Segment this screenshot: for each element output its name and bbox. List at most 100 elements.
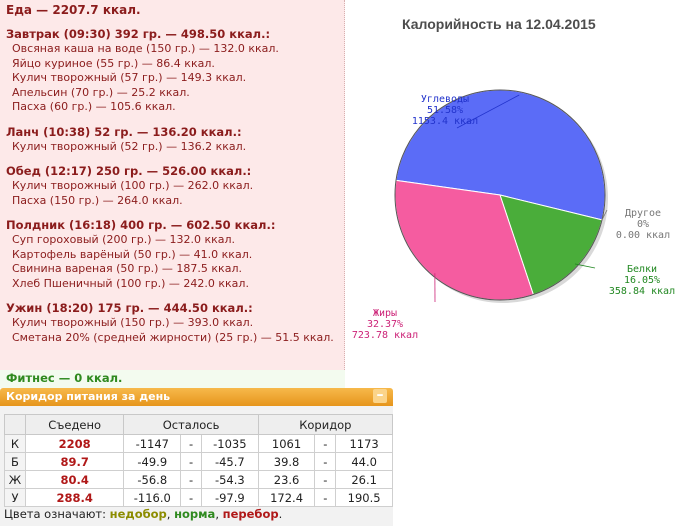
food-log-panel: Еда — 2207.7 ккал. Завтрак (09:30) 392 г… bbox=[0, 0, 345, 370]
food-total: Еда — 2207.7 ккал. bbox=[6, 3, 141, 17]
meal-title: Завтрак (09:30) 392 гр. — 498.50 ккал.: bbox=[6, 27, 271, 41]
left-min: -49.9 bbox=[123, 452, 182, 471]
meal-title: Ланч (10:38) 52 гр. — 136.20 ккал.: bbox=[6, 124, 242, 139]
corridor-min: 1061 bbox=[257, 434, 316, 453]
meal-list: Завтрак (09:30) 392 гр. — 498.50 ккал.: О… bbox=[6, 27, 338, 345]
fitness-total: Фитнес — 0 ккал. bbox=[0, 370, 345, 388]
meal-item: Кулич творожный (57 гр.) — 149.3 ккал. bbox=[12, 71, 247, 84]
legend-prefix: Цвета означают: bbox=[4, 507, 106, 521]
corridor-min: 39.8 bbox=[257, 452, 316, 471]
meal-block: Завтрак (09:30) 392 гр. — 498.50 ккал.: О… bbox=[6, 27, 338, 115]
collapse-button[interactable]: – bbox=[373, 388, 387, 403]
meal-item: Овсяная каша на воде (150 гр.) — 132.0 к… bbox=[12, 42, 279, 55]
slice-label-pct: 16.05% bbox=[624, 275, 660, 286]
eaten-value: 80.4 bbox=[24, 470, 125, 489]
label-leader-line bbox=[601, 209, 608, 221]
corridor-max: 1173 bbox=[335, 434, 393, 453]
eaten-value: 89.7 bbox=[24, 452, 125, 471]
meal-item: Свинина вареная (50 гр.) — 187.5 ккал. bbox=[12, 262, 242, 275]
left-min: -56.8 bbox=[123, 470, 182, 489]
slice-label-name: Белки bbox=[627, 264, 657, 275]
meal-item: Картофель варёный (50 гр.) — 41.0 ккал. bbox=[12, 247, 253, 261]
corridor-dash: - bbox=[314, 470, 337, 489]
corridor-dash: - bbox=[314, 488, 337, 507]
meal-item: Суп гороховый (200 гр.) — 132.0 ккал. bbox=[12, 233, 236, 246]
eaten-value: 288.4 bbox=[24, 488, 125, 507]
corridor-max: 190.5 bbox=[335, 488, 393, 507]
row-label: Б bbox=[4, 452, 26, 471]
meal-block: Ужин (18:20) 175 гр. — 444.50 ккал.: Кули… bbox=[6, 301, 338, 345]
corridor-row: У 288.4 -116.0- -97.9 172.4-190.5 bbox=[4, 488, 393, 507]
meal-block: Полдник (16:18) 400 гр. — 602.50 ккал.: С… bbox=[6, 218, 338, 291]
corridor-title: Коридор питания за день bbox=[6, 390, 171, 403]
left-max: -45.7 bbox=[200, 452, 259, 471]
meal-block: Обед (12:17) 250 гр. — 526.00 ккал.: Кули… bbox=[6, 164, 338, 208]
legend-end: . bbox=[278, 507, 283, 521]
label-leader-line bbox=[574, 263, 596, 269]
left-min: -116.0 bbox=[123, 488, 182, 507]
meal-item: Сметана 20% (средней жирности) (25 гр.) … bbox=[12, 330, 334, 344]
corridor-dash: - bbox=[314, 434, 337, 453]
corridor-panel: Съедено Осталось Коридор К 2208 -1147- -103… bbox=[0, 406, 394, 526]
slice-label-pct: 0% bbox=[637, 219, 649, 230]
meal-item: Кулич творожный (100 гр.) — 262.0 ккал. bbox=[12, 179, 254, 192]
slice-label-kcal: 358.84 ккал bbox=[609, 286, 675, 297]
corridor-header-row: Съедено Осталось Коридор bbox=[4, 414, 394, 435]
corridor-max: 44.0 bbox=[335, 452, 393, 471]
meal-title: Полдник (16:18) 400 гр. — 602.50 ккал.: bbox=[6, 218, 276, 232]
meal-item: Пасха (150 гр.) — 264.0 ккал. bbox=[12, 193, 183, 207]
corridor-panel-header[interactable]: Коридор питания за день – bbox=[0, 388, 393, 406]
corridor-row: Ж 80.4 -56.8- -54.3 23.6-26.1 bbox=[4, 470, 393, 489]
meal-title: Обед (12:17) 250 гр. — 526.00 ккал.: bbox=[6, 164, 252, 178]
left-max: -1035 bbox=[200, 434, 259, 453]
legend-sep-2: , bbox=[215, 507, 223, 521]
meal-item: Пасха (60 гр.) — 105.6 ккал. bbox=[12, 100, 176, 113]
left-max: -97.9 bbox=[200, 488, 259, 507]
corridor-min: 23.6 bbox=[257, 470, 316, 489]
corner-cell bbox=[4, 414, 26, 435]
corridor-max: 26.1 bbox=[335, 470, 393, 489]
corridor-header: Коридор bbox=[257, 414, 394, 435]
meal-item: Кулич творожный (150 гр.) — 393.0 ккал. bbox=[12, 316, 254, 329]
row-label: К bbox=[4, 434, 26, 453]
left-max: -54.3 bbox=[200, 470, 259, 489]
label-leader-line bbox=[456, 94, 520, 129]
row-label: У bbox=[4, 488, 26, 507]
left-dash: - bbox=[180, 488, 202, 507]
left-header: Осталось bbox=[123, 414, 259, 435]
eaten-header: Съедено bbox=[24, 414, 125, 435]
pie-outline bbox=[394, 89, 606, 301]
legend-sep-1: , bbox=[166, 507, 175, 521]
legend-under: недобор bbox=[109, 507, 167, 521]
slice-label-kcal: 1153.4 ккал bbox=[412, 116, 478, 127]
slice-label-kcal: 0.00 ккал bbox=[616, 230, 670, 241]
legend-norm: норма bbox=[174, 507, 216, 521]
slice-label-pct: 32.37% bbox=[367, 319, 403, 330]
row-label: Ж bbox=[4, 470, 26, 489]
meal-item: Апельсин (70 гр.) — 25.2 ккал. bbox=[12, 85, 190, 99]
slice-label-kcal: 723.78 ккал bbox=[352, 330, 418, 341]
corridor-min: 172.4 bbox=[257, 488, 316, 507]
left-dash: - bbox=[180, 434, 202, 453]
left-min: -1147 bbox=[123, 434, 182, 453]
left-dash: - bbox=[180, 452, 202, 471]
meal-item: Кулич творожный (52 гр.) — 136.2 ккал. bbox=[12, 139, 247, 153]
meal-block: Ланч (10:38) 52 гр. — 136.20 ккал.: Кулич… bbox=[6, 125, 338, 155]
eaten-value: 2208 bbox=[24, 434, 125, 453]
color-legend: Цвета означают: недобор, норма, перебор. bbox=[4, 507, 282, 521]
left-dash: - bbox=[180, 470, 202, 489]
meal-item: Хлеб Пшеничный (100 гр.) — 242.0 ккал. bbox=[12, 276, 249, 290]
legend-over: перебор bbox=[222, 507, 279, 521]
chart-title: Калорийность на 12.04.2015 bbox=[402, 16, 596, 32]
slice-label-name: Другое bbox=[625, 208, 661, 219]
slice-label-name: Углеводы bbox=[421, 94, 469, 105]
meal-title: Ужин (18:20) 175 гр. — 444.50 ккал.: bbox=[6, 301, 253, 315]
meal-item: Яйцо куриное (55 гр.) — 86.4 ккал. bbox=[12, 56, 215, 70]
slice-label-name: Жиры bbox=[373, 308, 397, 319]
corridor-row: Б 89.7 -49.9- -45.7 39.8-44.0 bbox=[4, 452, 393, 471]
corridor-dash: - bbox=[314, 452, 337, 471]
slice-label-pct: 51.58% bbox=[427, 105, 463, 116]
corridor-table: Съедено Осталось Коридор К 2208 -1147- -103… bbox=[4, 414, 394, 507]
corridor-row: К 2208 -1147- -1035 1061-1173 bbox=[4, 434, 393, 453]
